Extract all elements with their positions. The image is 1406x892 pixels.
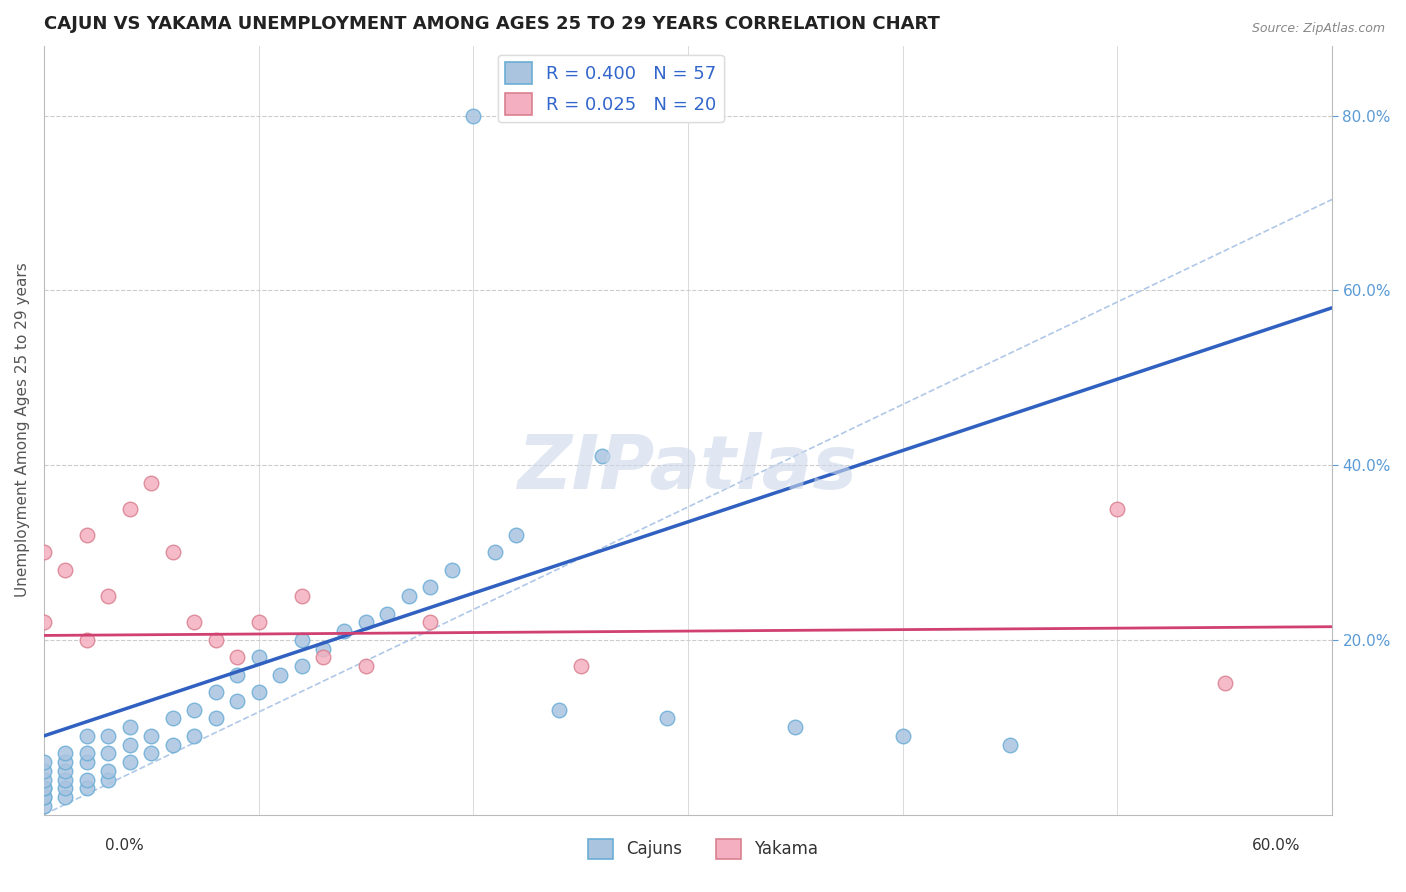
Legend: R = 0.400   N = 57, R = 0.025   N = 20: R = 0.400 N = 57, R = 0.025 N = 20 — [498, 54, 724, 122]
Point — [162, 545, 184, 559]
Point — [76, 755, 98, 769]
Point — [354, 659, 377, 673]
Point — [141, 475, 163, 490]
Point — [591, 450, 613, 464]
Point — [290, 659, 312, 673]
Point — [32, 615, 55, 630]
Point — [312, 650, 335, 665]
Point — [484, 545, 506, 559]
Text: 60.0%: 60.0% — [1253, 838, 1301, 854]
Point — [76, 632, 98, 647]
Point — [247, 615, 270, 630]
Point — [32, 798, 55, 813]
Point — [569, 659, 592, 673]
Point — [226, 694, 249, 708]
Point — [891, 729, 914, 743]
Point — [204, 711, 226, 725]
Point — [505, 528, 527, 542]
Text: CAJUN VS YAKAMA UNEMPLOYMENT AMONG AGES 25 TO 29 YEARS CORRELATION CHART: CAJUN VS YAKAMA UNEMPLOYMENT AMONG AGES … — [44, 15, 939, 33]
Point — [76, 781, 98, 796]
Point — [226, 667, 249, 681]
Point — [1107, 501, 1129, 516]
Point — [269, 667, 291, 681]
Point — [53, 764, 76, 778]
Point — [118, 720, 141, 734]
Point — [204, 685, 226, 699]
Point — [398, 589, 420, 603]
Point — [998, 738, 1021, 752]
Point — [440, 563, 463, 577]
Point — [32, 755, 55, 769]
Legend: Cajuns, Yakama: Cajuns, Yakama — [581, 832, 825, 866]
Point — [377, 607, 399, 621]
Point — [162, 711, 184, 725]
Point — [97, 747, 120, 761]
Point — [118, 501, 141, 516]
Point — [32, 781, 55, 796]
Text: 0.0%: 0.0% — [105, 838, 145, 854]
Point — [97, 589, 120, 603]
Point — [290, 589, 312, 603]
Point — [247, 685, 270, 699]
Y-axis label: Unemployment Among Ages 25 to 29 years: Unemployment Among Ages 25 to 29 years — [15, 263, 30, 598]
Point — [1213, 676, 1236, 690]
Point — [53, 755, 76, 769]
Point — [32, 545, 55, 559]
Point — [118, 738, 141, 752]
Text: Source: ZipAtlas.com: Source: ZipAtlas.com — [1251, 22, 1385, 36]
Point — [354, 615, 377, 630]
Point — [118, 755, 141, 769]
Point — [333, 624, 356, 638]
Point — [785, 720, 807, 734]
Point — [419, 581, 441, 595]
Point — [32, 764, 55, 778]
Text: ZIPatlas: ZIPatlas — [517, 432, 858, 505]
Point — [53, 790, 76, 805]
Point — [53, 772, 76, 787]
Point — [97, 764, 120, 778]
Point — [53, 563, 76, 577]
Point — [97, 729, 120, 743]
Point — [183, 703, 205, 717]
Point — [226, 650, 249, 665]
Point — [32, 790, 55, 805]
Point — [32, 790, 55, 805]
Point — [548, 703, 571, 717]
Point — [76, 729, 98, 743]
Point — [655, 711, 678, 725]
Point — [162, 738, 184, 752]
Point — [141, 747, 163, 761]
Point — [32, 772, 55, 787]
Point — [290, 632, 312, 647]
Point — [463, 109, 485, 123]
Point — [97, 772, 120, 787]
Point — [53, 747, 76, 761]
Point — [312, 641, 335, 656]
Point — [183, 729, 205, 743]
Point — [76, 528, 98, 542]
Point — [419, 615, 441, 630]
Point — [141, 729, 163, 743]
Point — [32, 781, 55, 796]
Point — [204, 632, 226, 647]
Point — [53, 781, 76, 796]
Point — [76, 772, 98, 787]
Point — [247, 650, 270, 665]
Point — [76, 747, 98, 761]
Point — [183, 615, 205, 630]
